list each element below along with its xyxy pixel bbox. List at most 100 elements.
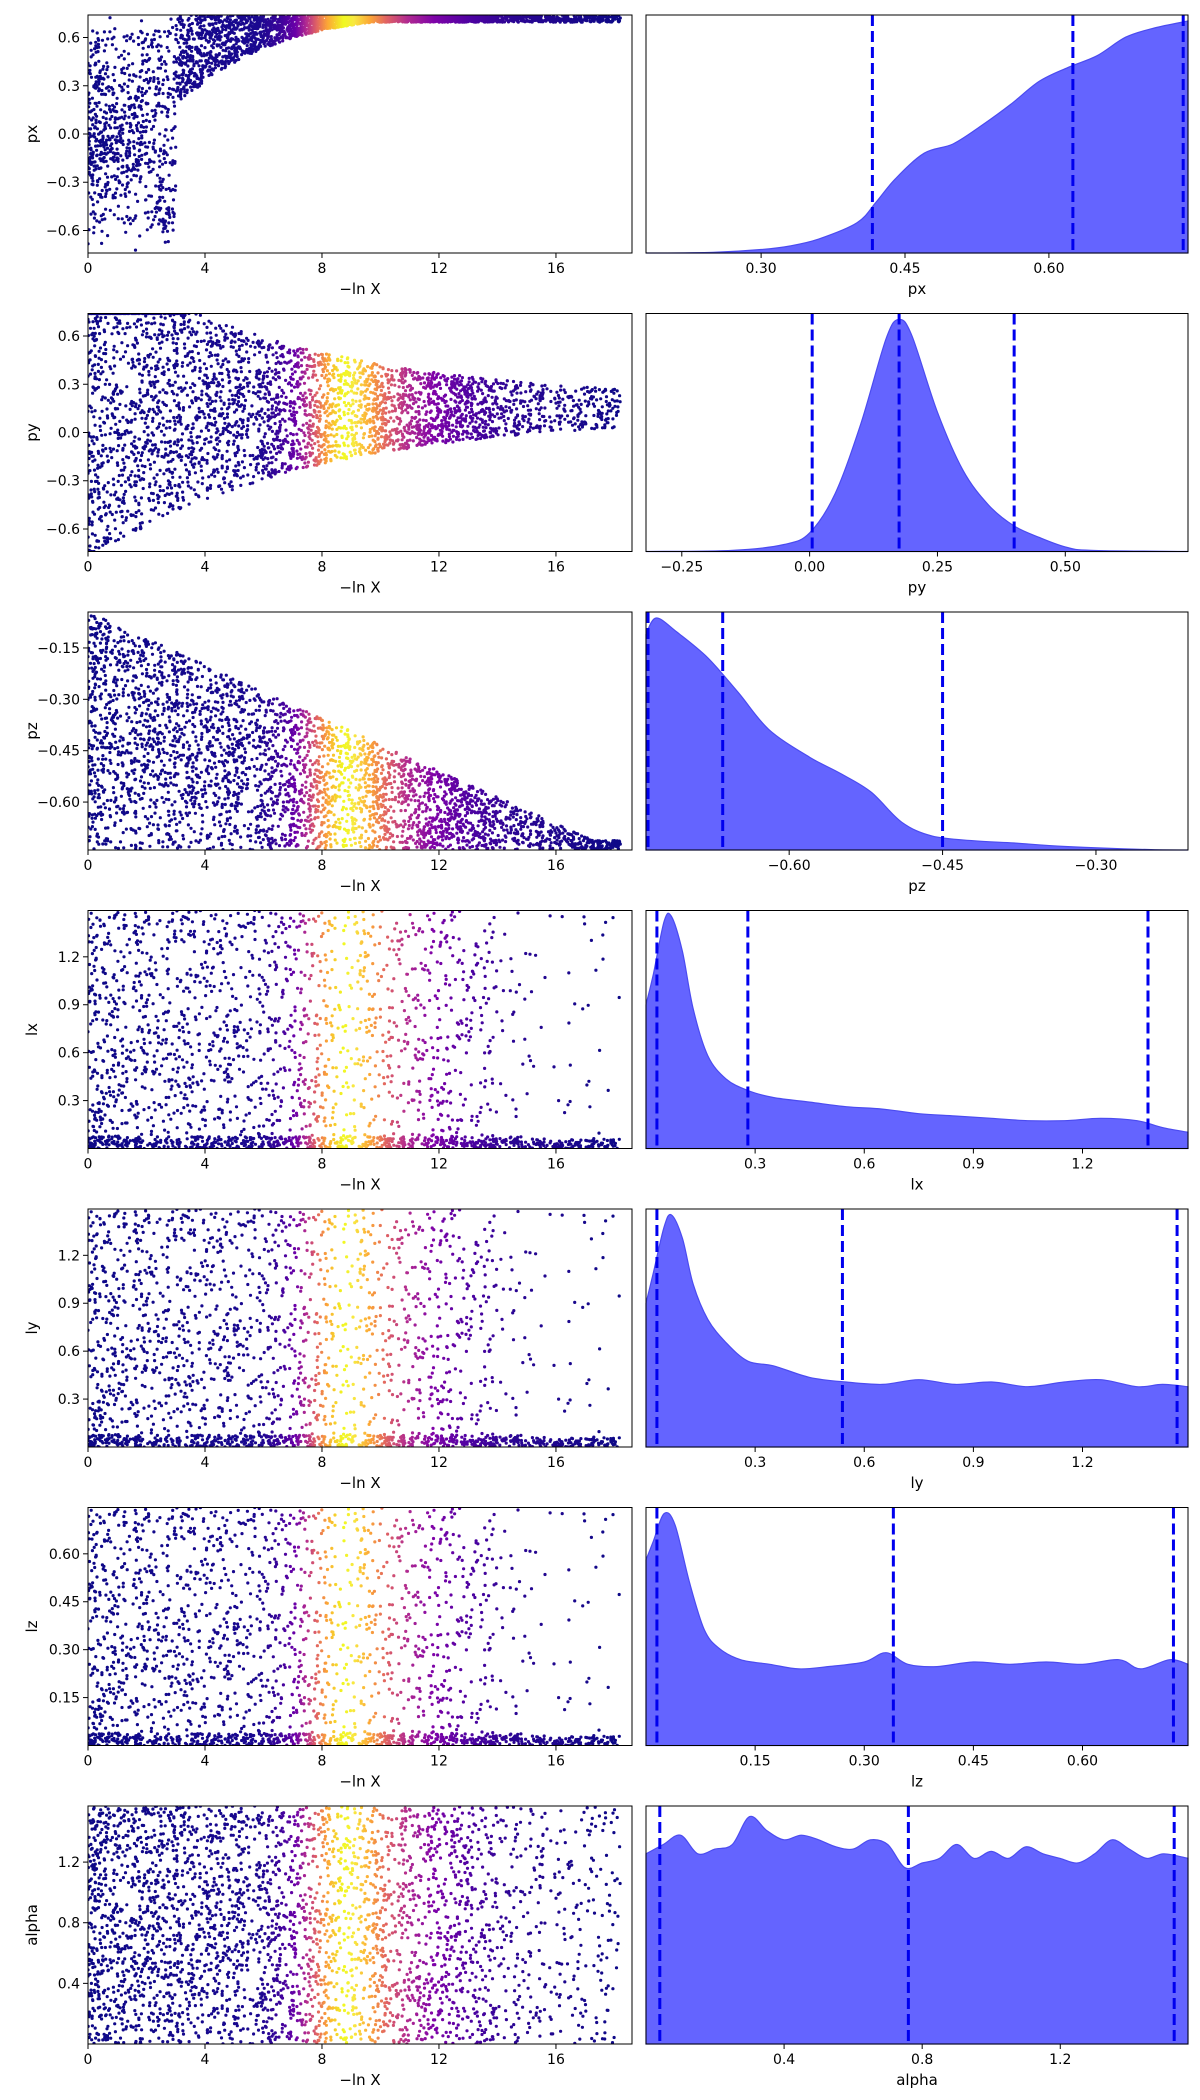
posterior-panel-pz: −0.60 −0.45 −0.30 pz xyxy=(645,611,1189,895)
trace-ylabel: py xyxy=(23,423,41,442)
posterior-xtick-label: 0.3 xyxy=(744,1455,766,1471)
trace-ytick-label: 0.6 xyxy=(58,1344,80,1360)
row-ly: 0 4 8 12 16 −ln X 1.2 0.9 0.6 0.3 ly 0.3 0.6 0.9 1.2 ly xyxy=(23,1208,1189,1492)
trace-xtick-label: 12 xyxy=(430,1157,448,1173)
posterior-xtick-label: 0.60 xyxy=(1067,1754,1098,1770)
posterior-xtick-label: −0.30 xyxy=(1075,858,1118,874)
posterior-xtick-label: 0.6 xyxy=(853,1157,875,1173)
trace-ytick-label: −0.3 xyxy=(46,474,80,490)
trace-ytick-label: −0.6 xyxy=(46,522,80,538)
trace-xtick-label: 8 xyxy=(318,261,327,277)
posterior-area-py xyxy=(645,318,1189,553)
posterior-xlabel: px xyxy=(908,280,927,298)
trace-ytick-label: 0.6 xyxy=(58,329,80,345)
trace-ytick-label: −0.3 xyxy=(46,175,80,191)
posterior-xtick-label: 0.3 xyxy=(744,1157,766,1173)
trace-xtick-label: 0 xyxy=(84,1455,93,1471)
posterior-xlabel: pz xyxy=(908,877,926,895)
trace-ytick-label: 0.3 xyxy=(58,377,80,393)
trace-ytick-label: −0.6 xyxy=(46,223,80,239)
trace-xtick-label: 12 xyxy=(430,2052,448,2068)
posterior-xtick-label: 0.15 xyxy=(740,1754,771,1770)
posterior-panel-ly: 0.3 0.6 0.9 1.2 ly xyxy=(645,1208,1189,1492)
posterior-xtick-label: −0.45 xyxy=(921,858,964,874)
trace-samples-lz xyxy=(88,1507,621,1746)
trace-panel-py: 0 4 8 12 16 −ln X 0.6 0.3 0.0 −0.3 −0.6 py xyxy=(23,313,633,597)
trace-xtick-label: 8 xyxy=(318,1455,327,1471)
trace-ytick-label: 0.30 xyxy=(49,1643,80,1659)
posterior-xtick-label: −0.60 xyxy=(768,858,811,874)
posterior-area-lz xyxy=(645,1511,1189,1747)
trace-samples-alpha xyxy=(88,1806,622,2044)
trace-ytick-label: 1.2 xyxy=(58,1855,80,1871)
trace-xlabel: −ln X xyxy=(339,1176,380,1194)
posterior-panel-alpha: 0.4 0.8 1.2 alpha xyxy=(645,1805,1189,2089)
trace-panel-lz: 0 4 8 12 16 −ln X 0.60 0.45 0.30 0.15 lz xyxy=(23,1507,633,1791)
posterior-xtick-label: 1.2 xyxy=(1071,1455,1093,1471)
posterior-area-pz xyxy=(645,617,1189,851)
trace-panel-pz: 0 4 8 12 16 −ln X −0.15 −0.30 −0.45 −0.60 pz xyxy=(23,611,633,895)
posterior-frame-pz xyxy=(645,611,1189,851)
trace-frame-py xyxy=(87,313,633,552)
trace-ytick-label: 0.8 xyxy=(58,1916,80,1932)
posterior-frame-lz xyxy=(645,1507,1189,1746)
posterior-panel-py: −0.25 0.00 0.25 0.50 py xyxy=(645,313,1189,597)
trace-xtick-label: 16 xyxy=(547,1455,565,1471)
trace-xtick-label: 4 xyxy=(201,2052,210,2068)
posterior-area-lx xyxy=(645,912,1189,1150)
trace-xtick-label: 0 xyxy=(84,560,93,576)
trace-xtick-label: 16 xyxy=(547,1754,565,1770)
trace-xtick-label: 8 xyxy=(318,1157,327,1173)
trace-xtick-label: 16 xyxy=(547,858,565,874)
trace-panel-alpha: 0 4 8 12 16 −ln X 1.2 0.8 0.4 alpha xyxy=(23,1805,633,2089)
posterior-xtick-label: 0.4 xyxy=(773,2052,795,2068)
trace-xtick-label: 0 xyxy=(84,2052,93,2068)
trace-ytick-label: 1.2 xyxy=(58,1248,80,1264)
posterior-area-alpha xyxy=(645,1815,1189,2045)
trace-frame-ly xyxy=(87,1208,633,1448)
posterior-xtick-label: 1.2 xyxy=(1071,1157,1093,1173)
posterior-xtick-label: 0.50 xyxy=(1050,560,1081,576)
posterior-xlabel: py xyxy=(908,579,927,597)
trace-xtick-label: 16 xyxy=(547,1157,565,1173)
posterior-xlabel: lz xyxy=(911,1773,923,1791)
trace-ytick-label: 0.3 xyxy=(58,1094,80,1110)
trace-ytick-label: 0.6 xyxy=(58,1046,80,1062)
trace-samples-px xyxy=(88,15,622,252)
trace-xtick-label: 0 xyxy=(84,1157,93,1173)
posterior-xtick-label: 0.9 xyxy=(962,1455,984,1471)
trace-xlabel: −ln X xyxy=(339,1773,380,1791)
trace-frame-alpha xyxy=(87,1805,633,2045)
posterior-frame-lx xyxy=(645,910,1189,1149)
trace-ylabel: alpha xyxy=(23,1904,41,1946)
trace-ytick-label: 0.6 xyxy=(58,31,80,47)
trace-xtick-label: 4 xyxy=(201,1455,210,1471)
trace-ytick-label: 0.9 xyxy=(58,1296,80,1312)
trace-xtick-label: 12 xyxy=(430,858,448,874)
trace-ytick-label: 0.0 xyxy=(58,127,80,143)
trace-xtick-label: 16 xyxy=(547,2052,565,2068)
posterior-area-px xyxy=(645,20,1189,254)
trace-ytick-label: −0.15 xyxy=(37,641,80,657)
trace-xtick-label: 8 xyxy=(318,1754,327,1770)
posterior-panel-lz: 0.15 0.30 0.45 0.60 lz xyxy=(645,1507,1189,1791)
posterior-xtick-label: 0.00 xyxy=(794,560,825,576)
trace-xlabel: −ln X xyxy=(339,2071,380,2089)
trace-ytick-label: 0.45 xyxy=(49,1595,80,1611)
trace-xlabel: −ln X xyxy=(339,1474,380,1492)
trace-ytick-label: 0.0 xyxy=(58,426,80,442)
row-lx: 0 4 8 12 16 −ln X 1.2 0.9 0.6 0.3 lx 0.3 0.6 0.9 1.2 lx xyxy=(23,910,1189,1194)
trace-ytick-label: 0.9 xyxy=(58,998,80,1014)
trace-ylabel: px xyxy=(23,125,41,144)
trace-ytick-label: 0.4 xyxy=(58,1976,80,1992)
posterior-xtick-label: 0.45 xyxy=(889,261,920,277)
trace-ylabel: ly xyxy=(23,1321,41,1334)
trace-xlabel: −ln X xyxy=(339,280,380,298)
trace-frame-lz xyxy=(87,1507,633,1746)
posterior-xtick-label: 0.9 xyxy=(962,1157,984,1173)
trace-ytick-label: 0.3 xyxy=(58,79,80,95)
posterior-panel-lx: 0.3 0.6 0.9 1.2 lx xyxy=(645,910,1189,1194)
trace-ytick-label: −0.45 xyxy=(37,744,80,760)
row-alpha: 0 4 8 12 16 −ln X 1.2 0.8 0.4 alpha 0.4 0.8 1.2 alpha xyxy=(23,1805,1189,2089)
